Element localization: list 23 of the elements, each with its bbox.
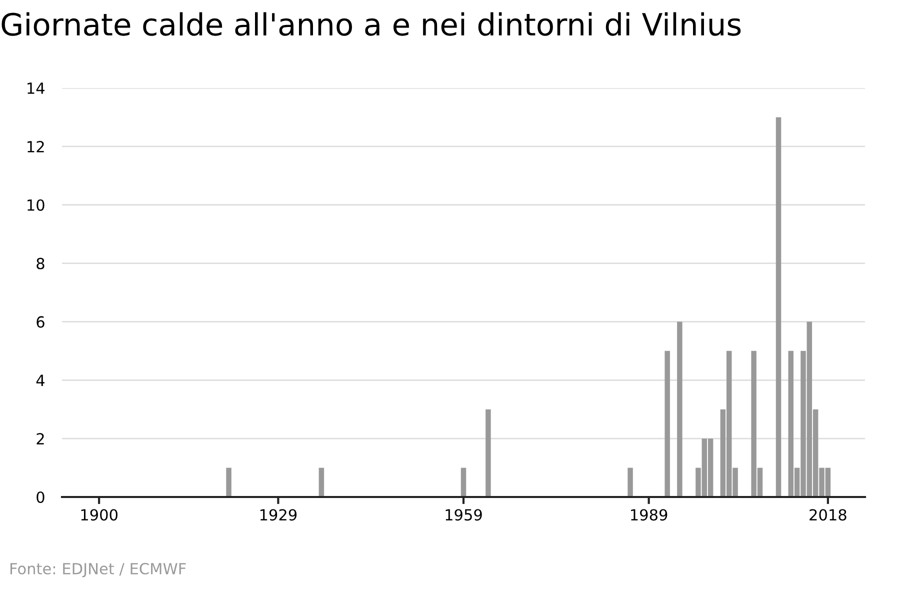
y-tick-label: 12 — [28, 140, 44, 152]
x-tick-label: 1989 — [631, 509, 668, 521]
x-tick-label: 1929 — [260, 509, 297, 521]
chart-title: Giornate calde all'anno a e nei dintorni di Vilnius — [2, 12, 741, 36]
bar — [486, 409, 491, 497]
bar — [628, 468, 633, 497]
x-tick-label: 1900 — [81, 509, 118, 521]
bar — [776, 117, 782, 497]
bar — [460, 468, 466, 497]
y-tick-label: 14 — [28, 82, 44, 94]
y-tick-label: 2 — [36, 433, 44, 444]
bar — [677, 322, 682, 497]
bar — [318, 468, 324, 497]
bar — [664, 350, 670, 497]
source-note: Fonte: EDJNet / ECMWF — [10, 562, 186, 578]
y-tick-label: 4 — [36, 374, 44, 386]
y-tick-label: 8 — [36, 258, 44, 270]
y-tick-label: 10 — [28, 199, 44, 211]
x-tick-label: 1959 — [446, 509, 482, 521]
y-tick-label: 0 — [36, 491, 44, 504]
x-tick-label: 2018 — [810, 509, 846, 521]
y-tick-label: 6 — [36, 316, 44, 328]
bar — [226, 468, 232, 497]
